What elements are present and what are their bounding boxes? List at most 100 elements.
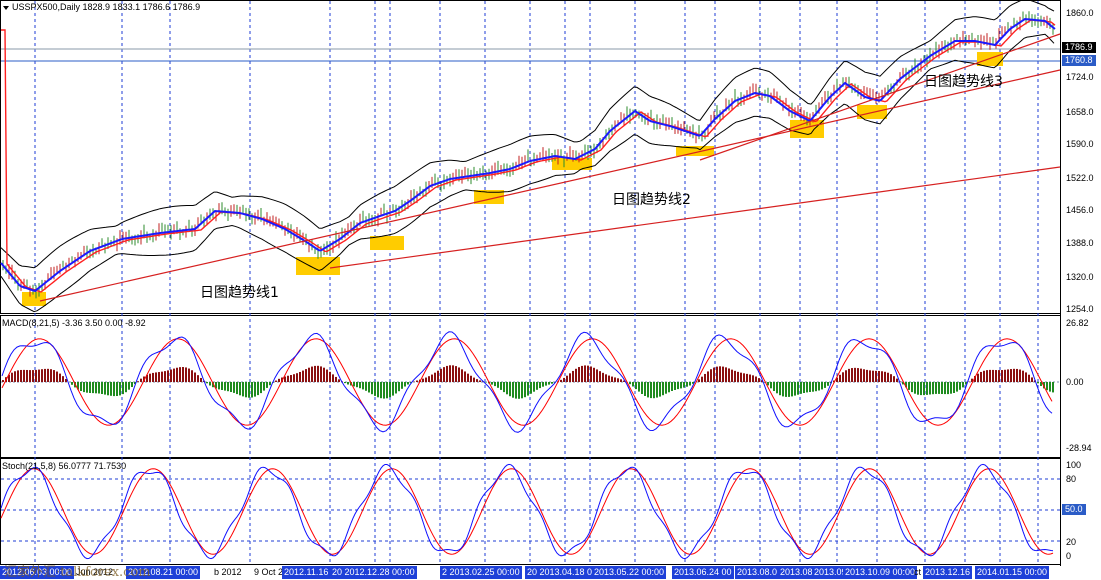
macd-bar (545, 382, 547, 386)
date-label: 2013.09 (812, 566, 849, 579)
date-label: 9 Oct 2 (254, 567, 284, 577)
macd-bar (857, 368, 859, 382)
macd-bar (659, 382, 661, 397)
macd-bar (836, 377, 838, 383)
macd-bar (827, 382, 829, 386)
macd-bar (551, 382, 553, 384)
macd-bar (116, 382, 118, 396)
macd-bar (458, 367, 460, 382)
macd-bar (362, 382, 364, 390)
macd-bar (275, 380, 277, 382)
macd-bar (110, 382, 112, 396)
macd-bar (461, 369, 463, 383)
macd-bar (503, 382, 505, 393)
macd-bar (722, 366, 724, 382)
date-label: 2013.10.09 00:00 (843, 566, 918, 579)
macd-bar (656, 382, 658, 398)
macd-bar (593, 367, 595, 382)
macd-bar (179, 367, 181, 382)
macd-bar (374, 382, 376, 396)
macd-bar (404, 382, 406, 387)
macd-bar (860, 368, 862, 383)
macd-bar (149, 373, 151, 382)
macd-bar (944, 382, 946, 395)
macd-bar (872, 370, 874, 382)
macd-tick: 26.82 (1066, 318, 1089, 328)
symbol-title: USSPX500,Daily 1828.9 1833.1 1786.6 1786… (12, 2, 201, 12)
macd-bar (992, 369, 994, 383)
macd-histogram (1, 331, 1054, 433)
macd-bar (815, 382, 817, 392)
macd-bar (542, 382, 544, 387)
macd-bar (620, 379, 622, 383)
macd-bar (428, 376, 430, 382)
price-tick: 1388.0 (1066, 238, 1094, 248)
macd-bar (536, 382, 538, 390)
macd-bar (161, 371, 163, 383)
macd-bar (35, 369, 37, 383)
macd-bar (647, 382, 649, 398)
macd-bar (329, 371, 331, 382)
macd-bar (314, 365, 316, 382)
macd-bar (989, 369, 991, 382)
macd-bar (125, 382, 127, 393)
macd-bar (779, 382, 781, 396)
macd-bar (893, 376, 895, 382)
macd-bar (245, 382, 247, 398)
macd-bar (266, 382, 268, 388)
date-label: ct (914, 567, 922, 577)
macd-bar (974, 375, 976, 382)
macd-bar (530, 382, 532, 394)
macd-bar (1031, 377, 1033, 383)
macd-bar (215, 382, 217, 389)
macd-bar (818, 382, 820, 391)
macd-bar (113, 382, 115, 397)
macd-bar (590, 366, 592, 382)
macd-bar (962, 382, 964, 388)
triangle-down-icon[interactable] (3, 6, 9, 10)
macd-bar (467, 373, 469, 382)
macd-bar (635, 382, 637, 390)
macd-bar (584, 365, 586, 383)
macd-bar (956, 382, 958, 392)
macd-tick: -28.94 (1066, 443, 1092, 453)
macd-bar (755, 376, 757, 383)
macd-bar (716, 366, 718, 383)
macd-bar (953, 382, 955, 393)
macd-bar (806, 382, 808, 393)
macd-bar (935, 382, 937, 394)
macd-bar (377, 382, 379, 398)
macd-bar (92, 382, 94, 394)
macd-bar (812, 382, 814, 392)
macd-bar (758, 378, 760, 383)
macd-bar (50, 369, 52, 382)
macd-bar (98, 382, 100, 394)
macd-bar (356, 382, 358, 388)
macd-bar (875, 370, 877, 382)
macd-bar (731, 369, 733, 382)
macd-bar (167, 370, 169, 382)
macd-bar (257, 382, 259, 396)
macd-bar (1043, 382, 1045, 389)
stoch-tick: 100 (1066, 460, 1082, 470)
macd-bar (470, 375, 472, 382)
macd-bar (11, 372, 13, 382)
macd-bar (251, 382, 253, 398)
macd-bar (650, 382, 652, 399)
macd-bar (122, 382, 124, 395)
macd-bar (923, 382, 925, 396)
date-label: 2012.06.03 00:00 (0, 566, 75, 579)
macd-bar (302, 370, 304, 382)
macd-bar (539, 382, 541, 389)
macd-bar (1010, 369, 1012, 383)
price-tick: 1724.0 (1066, 72, 1094, 82)
macd-bar (452, 365, 454, 383)
macd-bar (347, 382, 349, 385)
stoch-tick: 0 (1066, 551, 1072, 561)
stoch-signal-line (0, 468, 1054, 555)
macd-bar (449, 365, 451, 382)
macd-bar (515, 382, 517, 399)
macd-bar (950, 382, 952, 394)
macd-bar (23, 369, 25, 382)
